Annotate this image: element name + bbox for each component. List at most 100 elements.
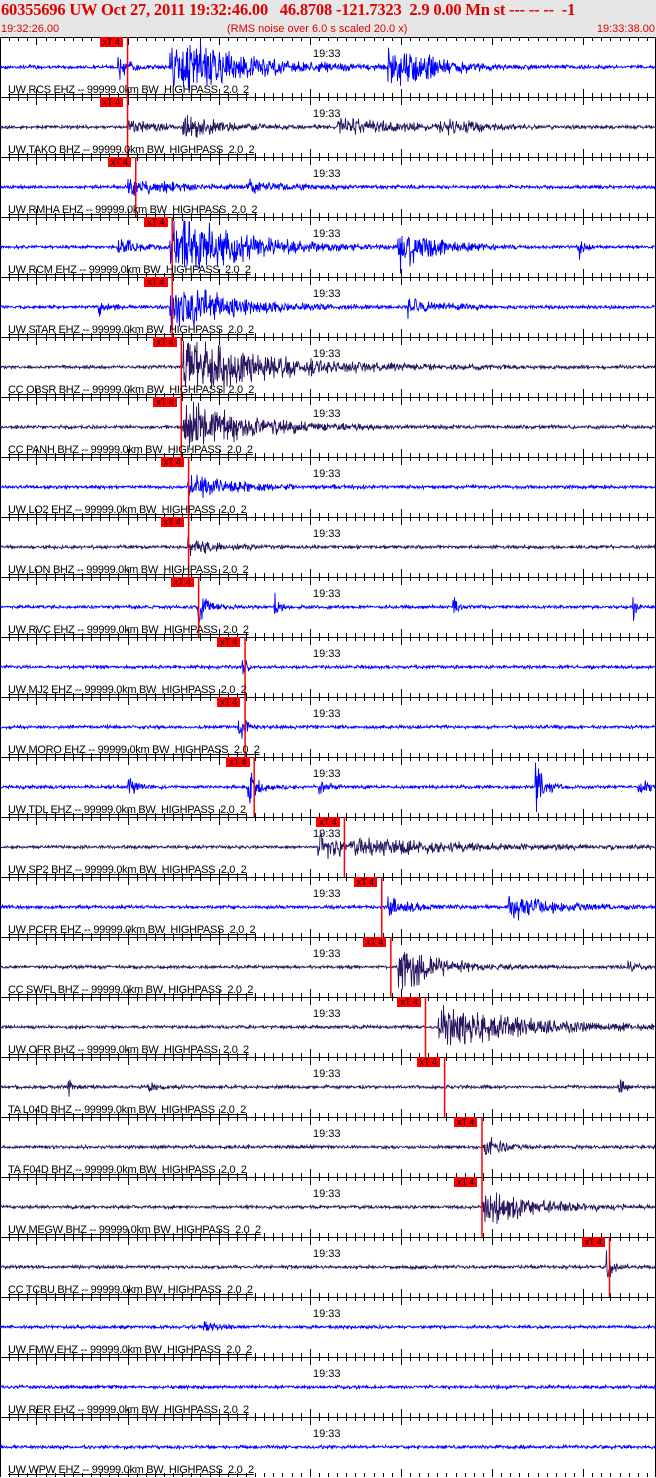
minute-label: 19:33 xyxy=(313,408,341,420)
station-label: CC SWFL BHZ -- 99999.0km BW HIGHPASS 2.0… xyxy=(8,984,254,996)
pick-flag[interactable]: xT 4 xyxy=(217,637,241,647)
pick-flag[interactable]: xT 4 xyxy=(144,217,168,227)
waveform-panel xyxy=(0,1237,656,1297)
minute-label: 19:33 xyxy=(313,1308,341,1320)
pick-flag[interactable]: xT 4 xyxy=(453,1117,478,1127)
station-label: TA F04D BHZ -- 99999.0km BW HIGHPASS 2.0… xyxy=(8,1164,247,1176)
minute-label: 19:33 xyxy=(313,528,341,540)
pick-flag[interactable]: xT 4 xyxy=(99,37,123,47)
minute-label: 19:33 xyxy=(313,228,341,240)
trace-row: 19:33 xT 4 UW MEGW BHZ -- 99999.0km BW HIG… xyxy=(0,1177,656,1237)
pick-flag[interactable]: xT 4 xyxy=(144,277,168,287)
trace-row: 19:33 xT 4 UW OFR BHZ -- 99999.0km BW HIGH… xyxy=(0,997,656,1057)
station-label: UW STAR EHZ -- 99999.0km BW HIGHPASS 2.0… xyxy=(8,324,254,336)
waveform-panel xyxy=(0,637,656,697)
waveform-panel xyxy=(0,997,656,1057)
station-label: UW MJ2 EHZ -- 99999.0km BW HIGHPASS 2.0 … xyxy=(8,684,247,696)
waveform-panel xyxy=(0,1057,656,1117)
waveform xyxy=(0,1079,656,1097)
waveform xyxy=(0,952,656,990)
waveform xyxy=(0,289,656,329)
minute-label: 19:33 xyxy=(313,1128,341,1140)
waveform xyxy=(0,1443,656,1451)
station-label: UW MORO EHZ -- 99999.0km BW HIGHPASS 2.0… xyxy=(8,744,260,756)
waveform-panel xyxy=(0,1417,656,1477)
waveform xyxy=(0,474,656,499)
pick-flag[interactable]: xT 4 xyxy=(416,1057,440,1067)
pick-flag[interactable]: xT 4 xyxy=(226,757,250,767)
waveform-panel xyxy=(0,277,656,337)
waveform-panel xyxy=(0,397,656,457)
pick-flag[interactable]: xT 4 xyxy=(170,577,194,587)
station-label: CC PANH BHZ -- 99999.0km BW HIGHPASS 2.0… xyxy=(8,444,253,456)
waveform xyxy=(0,115,656,138)
minute-label: 19:33 xyxy=(313,708,341,720)
waveform xyxy=(0,832,656,860)
pick-flag[interactable]: xT 4 xyxy=(107,157,132,167)
trace-row: 19:33 UW RER EHZ -- 99999.0km BW HIGHPASS… xyxy=(0,1357,656,1417)
minute-label: 19:33 xyxy=(313,1188,341,1200)
waveform-panel xyxy=(0,697,656,757)
waveform xyxy=(0,1383,656,1391)
pick-flag[interactable]: xT 4 xyxy=(316,817,340,827)
station-label: UW MEGW BHZ -- 99999.0km BW HIGHPASS 2.0… xyxy=(8,1224,261,1236)
waveform xyxy=(0,178,656,196)
station-label: TA L04D BHZ -- 99999.0km BW HIGHPASS 2.0… xyxy=(8,1104,246,1116)
waveform-panel xyxy=(0,1177,656,1237)
waveform-panel xyxy=(0,757,656,817)
station-label: UW LON BHZ -- 99999.0km BW HIGHPASS 2.0 … xyxy=(8,564,249,576)
header: 60355696 UW Oct 27, 2011 19:32:46.00 46.… xyxy=(0,0,656,37)
pick-flag[interactable]: xT 4 xyxy=(362,937,387,947)
minute-label: 19:33 xyxy=(313,288,341,300)
pick-flag[interactable]: xT 4 xyxy=(160,517,184,527)
trace-row: 19:33 xT 4 UW MJ2 EHZ -- 99999.0km BW HIGH… xyxy=(0,637,656,697)
pick-flag[interactable]: xT 4 xyxy=(397,997,421,1007)
station-label: UW LO2 EHZ -- 99999.0km BW HIGHPASS 2.0 … xyxy=(8,504,247,516)
pick-flag[interactable]: xT 4 xyxy=(160,457,184,467)
station-label: UW SP2 BHZ -- 99999.0km BW HIGHPASS 2.0 … xyxy=(8,864,247,876)
waveform-panel xyxy=(0,37,656,97)
station-label: UW OFR BHZ -- 99999.0km BW HIGHPASS 2.0 … xyxy=(8,1044,249,1056)
minute-label: 19:33 xyxy=(313,1008,341,1020)
pick-flag[interactable]: xT 4 xyxy=(217,697,241,707)
trace-row: 19:33 xT 4 UW TAKO BHZ -- 99999.0km BW HIG… xyxy=(0,97,656,157)
station-label: UW RVC EHZ -- 99999.0km BW HIGHPASS 2.0 … xyxy=(8,624,249,636)
end-time: 19:33:38.00 xyxy=(596,23,655,35)
station-label: CC TCBU BHZ -- 99999.0km BW HIGHPASS 2.0… xyxy=(8,1284,253,1296)
minute-label: 19:33 xyxy=(313,828,341,840)
pick-flag[interactable]: xT 4 xyxy=(153,397,177,407)
minute-label: 19:33 xyxy=(313,348,341,360)
waveform-panel xyxy=(0,577,656,637)
pick-flag[interactable]: xT 4 xyxy=(453,1177,478,1187)
minute-label: 19:33 xyxy=(313,1248,341,1260)
waveform-panel xyxy=(0,157,656,217)
trace-row: 19:33 xT 4 CC PANH BHZ -- 99999.0km BW HIG… xyxy=(0,397,656,457)
minute-label: 19:33 xyxy=(313,48,341,60)
pick-flag[interactable]: xT 4 xyxy=(581,1237,605,1247)
waveform xyxy=(0,1250,656,1278)
waveform xyxy=(0,762,656,813)
event-title: 60355696 UW Oct 27, 2011 19:32:46.00 46.… xyxy=(1,0,576,19)
station-label: UW PCFR EHZ -- 99999.0km BW HIGHPASS 2.0… xyxy=(8,924,256,936)
trace-row: 19:33 xT 4 UW RCS EHZ -- 99999.0km BW HIGH… xyxy=(0,37,656,97)
trace-row: 19:33 xT 4 UW PCFR EHZ -- 99999.0km BW HIG… xyxy=(0,877,656,937)
pick-flag[interactable]: xT 4 xyxy=(153,337,177,347)
station-label: UW RMHA EHZ -- 99999.0km BW HIGHPASS 2.0… xyxy=(8,204,258,216)
trace-row: 19:33 UW WPW EHZ -- 99999.0km BW HIGHPASS… xyxy=(0,1417,656,1477)
pick-flag[interactable]: xT 4 xyxy=(353,877,378,887)
trace-row: 19:33 xT 4 UW RMHA EHZ -- 99999.0km BW HIG… xyxy=(0,157,656,217)
trace-row: 19:33 xT 4 UW TDL EHZ -- 99999.0km BW HIGH… xyxy=(0,757,656,817)
trace-row: 19:33 xT 4 TA F04D BHZ -- 99999.0km BW HIG… xyxy=(0,1117,656,1177)
station-label: UW WPW EHZ -- 99999.0km BW HIGHPASS 2.0 … xyxy=(8,1464,254,1476)
waveform xyxy=(0,1005,656,1046)
minute-label: 19:33 xyxy=(313,1428,341,1440)
waveform xyxy=(0,401,656,448)
trace-row: 19:33 xT 4 CC TCBU BHZ -- 99999.0km BW HIG… xyxy=(0,1237,656,1297)
pick-flag[interactable]: xT 4 xyxy=(99,97,123,107)
station-label: UW RER EHZ -- 99999.0km BW HIGHPASS 2.0 … xyxy=(8,1404,249,1416)
trace-row: 19:33 xT 4 UW RVC EHZ -- 99999.0km BW HIGH… xyxy=(0,577,656,637)
minute-label: 19:33 xyxy=(313,768,341,780)
trace-row: 19:33 xT 4 CC SWFL BHZ -- 99999.0km BW HIG… xyxy=(0,937,656,997)
minute-label: 19:33 xyxy=(313,948,341,960)
waveform-panel xyxy=(0,877,656,937)
